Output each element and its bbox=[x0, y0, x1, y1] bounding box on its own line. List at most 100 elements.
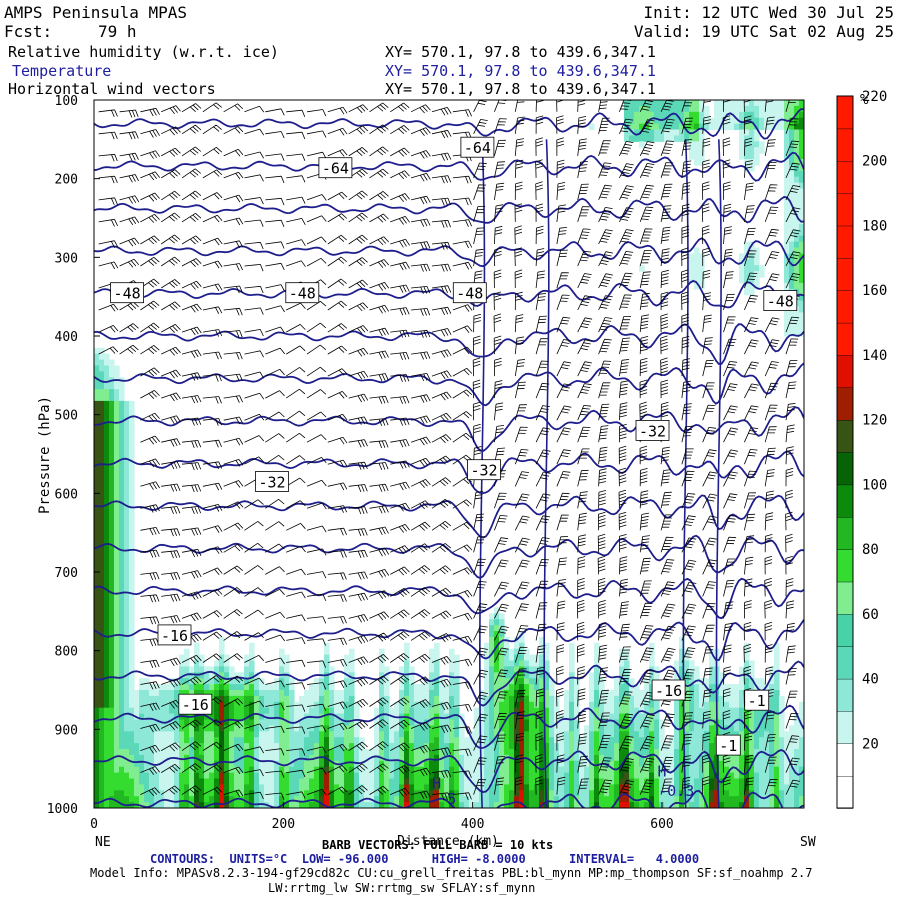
rh-cell bbox=[549, 702, 555, 709]
rh-cell bbox=[524, 731, 530, 738]
rh-cell bbox=[744, 124, 750, 131]
rh-cell bbox=[119, 696, 125, 703]
rh-cell bbox=[594, 690, 600, 697]
rh-cell bbox=[499, 749, 505, 756]
rh-cell bbox=[474, 749, 480, 756]
rh-cell bbox=[289, 702, 295, 709]
rh-cell bbox=[109, 430, 115, 437]
rh-cell bbox=[474, 708, 480, 715]
rh-cell bbox=[359, 755, 365, 762]
rh-cell bbox=[124, 519, 130, 526]
rh-cell bbox=[504, 655, 510, 662]
rh-cell bbox=[794, 725, 800, 732]
rh-cell bbox=[624, 661, 630, 668]
rh-cell bbox=[104, 537, 110, 544]
rh-cell bbox=[524, 655, 530, 662]
rh-cell bbox=[114, 767, 120, 774]
rh-cell bbox=[539, 790, 545, 797]
rh-cell bbox=[119, 495, 125, 502]
rh-cell bbox=[644, 135, 650, 142]
rh-cell bbox=[609, 702, 615, 709]
rh-cell bbox=[434, 731, 440, 738]
rh-cell bbox=[119, 678, 125, 685]
rh-cell bbox=[789, 283, 795, 290]
rh-cell bbox=[149, 690, 155, 697]
rh-cell bbox=[129, 596, 135, 603]
rh-cell bbox=[409, 725, 415, 732]
rh-cell bbox=[309, 731, 315, 738]
rh-cell bbox=[104, 442, 110, 449]
rh-cell bbox=[114, 784, 120, 791]
rh-cell bbox=[779, 761, 785, 768]
rh-cell bbox=[94, 448, 100, 455]
rh-cell bbox=[169, 708, 175, 715]
rh-cell bbox=[119, 525, 125, 532]
rh-cell bbox=[384, 790, 390, 797]
rh-cell bbox=[489, 731, 495, 738]
rh-cell bbox=[334, 708, 340, 715]
rh-cell bbox=[289, 690, 295, 697]
rh-cell bbox=[334, 731, 340, 738]
rh-cell bbox=[459, 755, 465, 762]
rh-cell bbox=[109, 366, 115, 373]
rh-cell bbox=[274, 714, 280, 721]
rh-cell bbox=[119, 578, 125, 585]
rh-cell bbox=[769, 702, 775, 709]
rh-cell bbox=[384, 708, 390, 715]
rh-cell bbox=[699, 153, 705, 160]
rh-cell bbox=[754, 100, 760, 107]
rh-cell bbox=[549, 690, 555, 697]
rh-cell bbox=[229, 731, 235, 738]
rh-cell bbox=[189, 749, 195, 756]
rh-cell bbox=[629, 767, 635, 774]
rh-cell bbox=[164, 684, 170, 691]
rh-cell bbox=[94, 360, 100, 367]
rh-cell bbox=[279, 649, 285, 656]
rh-cell bbox=[429, 655, 435, 662]
rh-cell bbox=[294, 743, 300, 750]
rh-cell bbox=[564, 761, 570, 768]
rh-cell bbox=[274, 720, 280, 727]
rh-cell bbox=[269, 690, 275, 697]
rh-cell bbox=[594, 649, 600, 656]
rh-cell bbox=[114, 489, 120, 496]
rh-cell bbox=[704, 106, 710, 113]
rh-cell bbox=[384, 749, 390, 756]
rh-cell bbox=[279, 696, 285, 703]
rh-cell bbox=[619, 779, 625, 786]
rh-cell bbox=[99, 442, 105, 449]
rh-cell bbox=[784, 112, 790, 119]
rh-cell bbox=[349, 655, 355, 662]
rh-cell bbox=[654, 720, 660, 727]
rh-cell bbox=[109, 566, 115, 573]
rh-cell bbox=[259, 731, 265, 738]
rh-cell bbox=[304, 779, 310, 786]
rh-cell bbox=[509, 661, 515, 668]
rh-cell bbox=[484, 672, 490, 679]
rh-cell bbox=[394, 702, 400, 709]
rh-cell bbox=[634, 737, 640, 744]
rh-cell bbox=[109, 643, 115, 650]
rh-cell bbox=[694, 112, 700, 119]
rh-cell bbox=[99, 525, 105, 532]
rh-cell bbox=[494, 708, 500, 715]
rh-cell bbox=[244, 684, 250, 691]
rh-cell bbox=[139, 779, 145, 786]
rh-cell bbox=[129, 743, 135, 750]
rh-cell bbox=[569, 743, 575, 750]
rh-cell bbox=[234, 702, 240, 709]
rh-cell bbox=[174, 773, 180, 780]
rh-cell bbox=[609, 690, 615, 697]
rh-cell bbox=[179, 666, 185, 673]
rh-cell bbox=[704, 767, 710, 774]
rh-cell bbox=[379, 773, 385, 780]
rh-cell bbox=[99, 513, 105, 520]
rh-cell bbox=[579, 790, 585, 797]
rh-cell bbox=[514, 767, 520, 774]
rh-cell bbox=[384, 743, 390, 750]
rh-cell bbox=[489, 684, 495, 691]
rh-cell bbox=[449, 649, 455, 656]
rh-cell bbox=[739, 124, 745, 131]
rh-cell bbox=[94, 714, 100, 721]
rh-cell bbox=[749, 737, 755, 744]
